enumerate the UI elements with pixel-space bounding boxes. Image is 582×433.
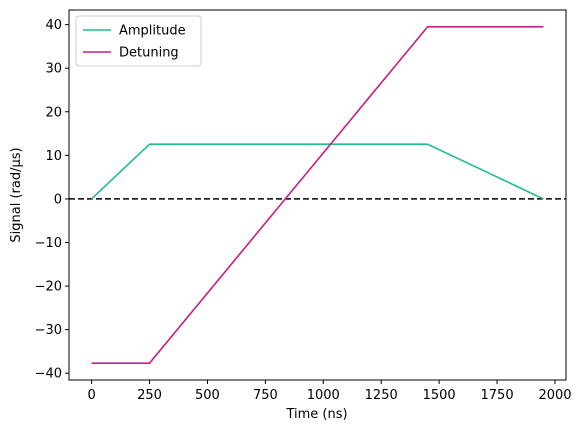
x-tick-label: 2000 — [538, 388, 571, 403]
x-tick-label: 1250 — [365, 388, 398, 403]
x-axis-label: Time (ns) — [285, 407, 347, 422]
y-tick-label: −20 — [35, 280, 62, 295]
y-tick-label: 10 — [45, 149, 62, 164]
x-tick-label: 1750 — [481, 388, 514, 403]
x-tick-label: 0 — [87, 388, 95, 403]
y-tick-label: 0 — [54, 192, 62, 207]
x-tick-label: 1000 — [307, 388, 340, 403]
y-tick-label: −10 — [35, 236, 62, 251]
x-tick-label: 250 — [137, 388, 162, 403]
legend-label: Detuning — [119, 46, 179, 61]
legend-label: Amplitude — [119, 24, 186, 39]
y-tick-label: 20 — [45, 105, 62, 120]
y-tick-label: 40 — [45, 18, 62, 33]
series-line — [91, 143, 544, 200]
y-axis-label: Signal (rad/µs) — [9, 147, 24, 242]
y-tick-label: −30 — [35, 323, 62, 338]
y-tick-label: 30 — [45, 62, 62, 77]
series-line — [91, 26, 544, 364]
x-tick-label: 750 — [253, 388, 278, 403]
plot-frame — [68, 9, 567, 381]
legend-box — [75, 15, 202, 67]
x-tick-label: 1500 — [423, 388, 456, 403]
y-tick-label: −40 — [35, 367, 62, 382]
x-tick-label: 500 — [195, 388, 220, 403]
